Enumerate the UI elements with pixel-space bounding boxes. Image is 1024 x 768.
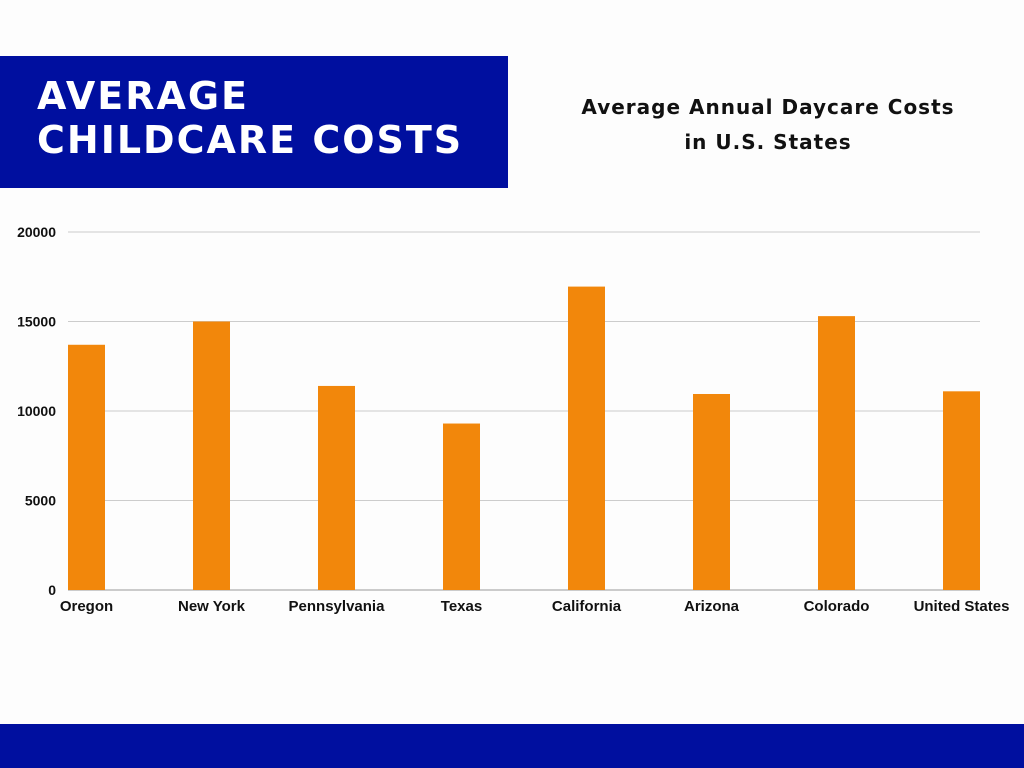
x-axis-category-labels: Oregon New York Pennsylvania Texas Californi… [60, 598, 1010, 615]
chart-title-line-2: in U.S. States [684, 130, 852, 154]
y-tick-label: 5000 [25, 493, 56, 509]
x-category-label: Oregon [60, 598, 113, 615]
chart-title-line-1: Average Annual Daycare Costs [581, 95, 955, 119]
bar-united-states [943, 391, 980, 590]
x-category-label: Arizona [684, 598, 740, 615]
bar-pennsylvania [318, 385, 355, 590]
banner-title-line-1: AVERAGE [37, 74, 250, 118]
bar-california [568, 286, 605, 590]
x-category-label: Colorado [804, 598, 870, 615]
y-tick-label: 0 [48, 582, 56, 598]
y-axis-tick-labels: 0 5000 10000 15000 20000 [17, 224, 56, 598]
y-tick-label: 20000 [17, 224, 56, 240]
x-category-label: New York [178, 598, 246, 615]
bar-texas [443, 423, 480, 590]
chart-title: Average Annual Daycare Costs in U.S. Sta… [560, 90, 976, 160]
bar-oregon [68, 344, 105, 590]
x-category-label: Texas [441, 598, 482, 615]
x-category-label: California [552, 598, 622, 615]
y-tick-label: 10000 [17, 403, 56, 419]
footer-bar [0, 724, 1024, 768]
y-tick-label: 15000 [17, 314, 56, 330]
header-banner [0, 56, 508, 188]
bar-arizona [693, 393, 730, 590]
bar-new-york [193, 321, 230, 590]
banner-title: AVERAGE CHILDCARE COSTS [37, 74, 463, 162]
x-category-label: United States [914, 598, 1010, 615]
bar-colorado [818, 316, 855, 590]
banner-title-line-2: CHILDCARE COSTS [37, 118, 464, 162]
bars [68, 286, 980, 590]
x-category-label: Pennsylvania [289, 598, 386, 615]
